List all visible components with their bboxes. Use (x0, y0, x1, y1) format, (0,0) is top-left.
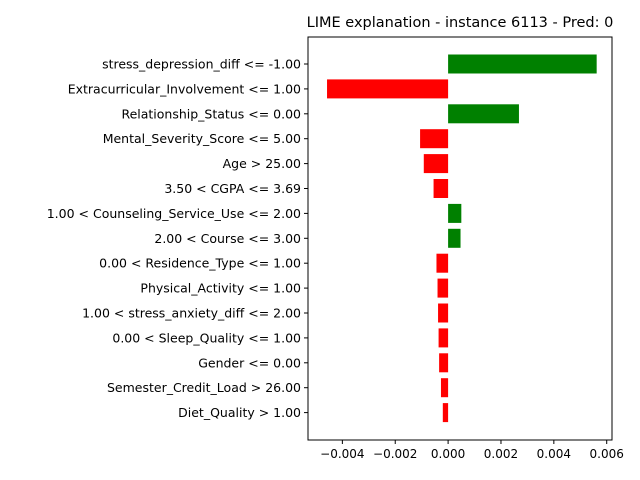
plot-frame (307, 36, 613, 441)
category-label-4: Age > 25.00 (223, 156, 301, 171)
bar-4 (423, 154, 449, 174)
bar-13 (440, 378, 449, 398)
x-axis-ticks: −0.004 −0.002 0.000 0.002 0.004 0.006 (320, 440, 624, 461)
x-tick-label-3: 0.002 (484, 447, 518, 461)
category-label-5: 3.50 < CGPA <= 3.69 (164, 181, 301, 196)
category-label-3: Mental_Severity_Score <= 5.00 (103, 131, 301, 146)
bar-7 (448, 228, 461, 248)
bar-5 (433, 179, 449, 198)
category-label-11: 0.00 < Sleep_Quality <= 1.00 (112, 330, 301, 345)
category-label-13: Semester_Credit_Load > 26.00 (107, 380, 301, 395)
bar-10 (438, 303, 449, 323)
x-tick-label-0: −0.004 (320, 447, 364, 461)
bar-8 (436, 253, 449, 273)
category-label-10: 1.00 < stress_anxiety_diff <= 2.00 (82, 306, 301, 321)
category-label-12: Gender <= 0.00 (198, 355, 301, 370)
x-tick-label-4: 0.004 (537, 447, 571, 461)
bar-0 (448, 54, 597, 74)
chart-title: LIME explanation - instance 6113 - Pred:… (307, 15, 614, 31)
category-label-14: Diet_Quality > 1.00 (178, 405, 301, 420)
bar-6 (448, 203, 462, 223)
bar-1 (327, 79, 449, 99)
bar-2 (448, 104, 519, 124)
x-tick-label-1: −0.002 (373, 447, 417, 461)
category-label-9: Physical_Activity <= 1.00 (140, 281, 301, 296)
bar-3 (420, 129, 449, 149)
bar-14 (442, 403, 449, 423)
bar-11 (438, 328, 449, 348)
category-label-7: 2.00 < Course <= 3.00 (154, 231, 301, 246)
category-label-0: stress_depression_diff <= -1.00 (102, 57, 301, 72)
bar-12 (439, 353, 449, 373)
category-label-8: 0.00 < Residence_Type <= 1.00 (99, 256, 301, 271)
bar-9 (437, 278, 449, 298)
category-labels: stress_depression_diff <= -1.00 Extracurr… (47, 57, 308, 420)
x-tick-label-5: 0.006 (590, 447, 624, 461)
category-label-6: 1.00 < Counseling_Service_Use <= 2.00 (47, 206, 301, 221)
category-label-1: Extracurricular_Involvement <= 1.00 (68, 81, 301, 96)
category-label-2: Relationship_Status <= 0.00 (121, 106, 301, 121)
bars-group (327, 54, 597, 423)
x-tick-label-2: 0.000 (431, 447, 465, 461)
